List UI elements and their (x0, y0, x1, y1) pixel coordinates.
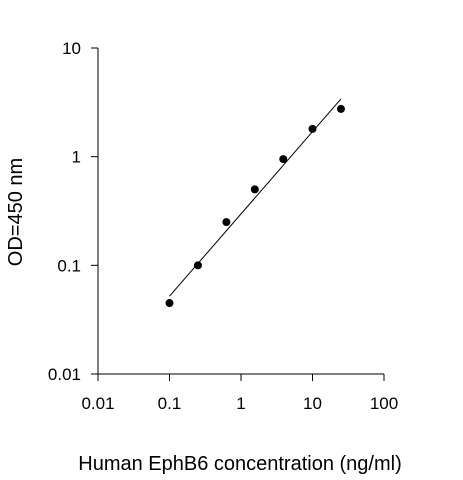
y-axis-title: OD=450 nm (5, 158, 27, 266)
x-tick-label: 0.01 (81, 394, 114, 413)
x-axis-title: Human EphB6 concentration (ng/ml) (78, 453, 402, 475)
x-tick-label: 10 (303, 394, 322, 413)
x-tick-label: 100 (370, 394, 398, 413)
y-tick-label: 1 (72, 148, 81, 167)
plot-frame (97, 48, 384, 375)
data-point (336, 104, 345, 113)
data-point (279, 155, 288, 164)
data-point (193, 261, 202, 270)
x-axis-ticks: 0.01 0.1 1 10 100 (81, 374, 398, 413)
data-point (165, 299, 174, 308)
data-points (165, 104, 345, 308)
y-tick-label: 10 (62, 39, 81, 58)
data-point (222, 218, 231, 227)
data-point (250, 185, 259, 194)
x-tick-label: 1 (236, 394, 245, 413)
data-point (308, 124, 317, 133)
y-tick-label: 0.01 (48, 365, 81, 384)
y-tick-label: 0.1 (57, 256, 81, 275)
y-axis-ticks: 0.01 0.1 1 10 (48, 39, 98, 384)
x-tick-label: 0.1 (158, 394, 182, 413)
